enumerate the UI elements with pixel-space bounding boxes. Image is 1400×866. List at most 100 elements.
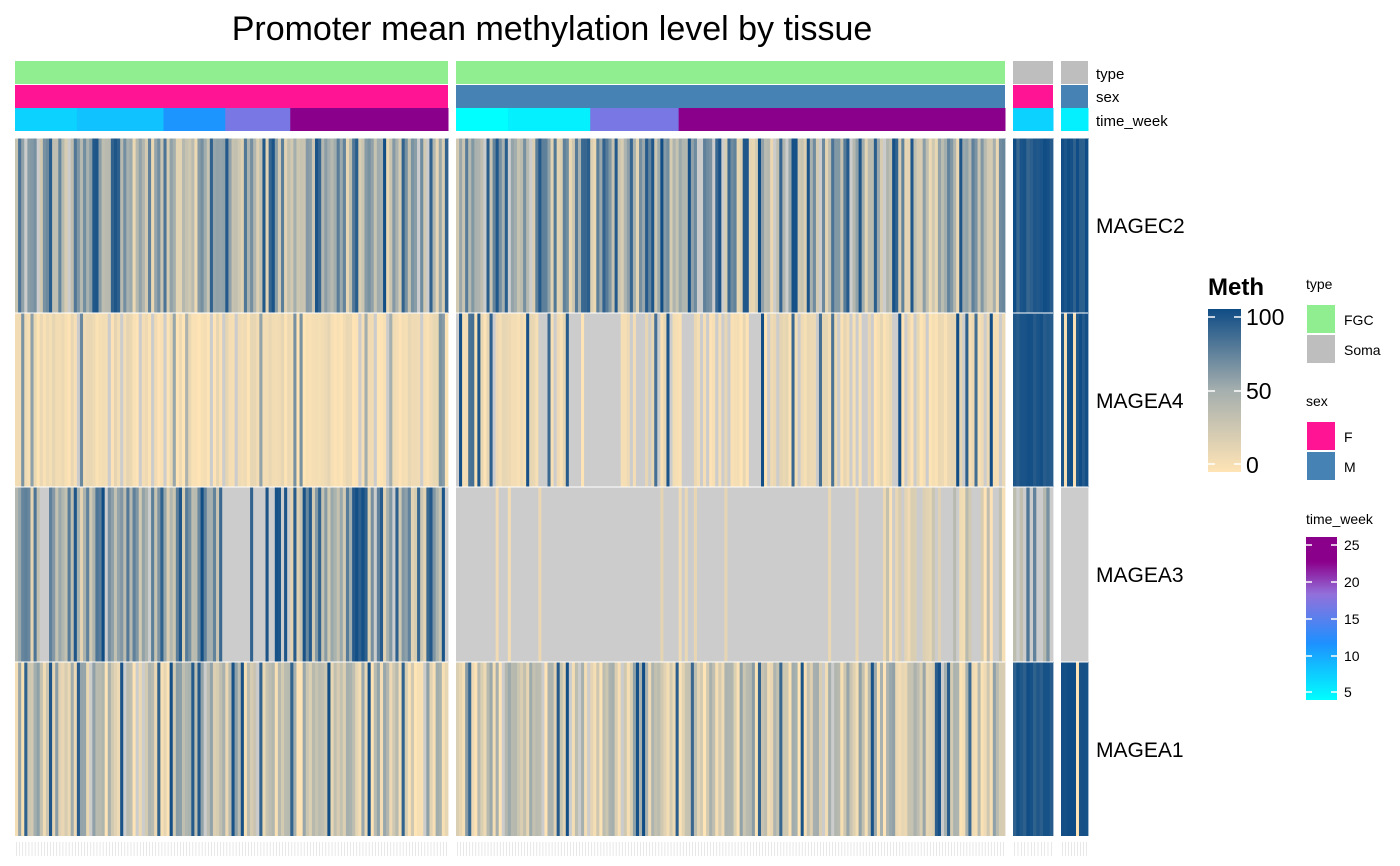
heatmap-cell xyxy=(330,487,334,662)
heatmap-cell xyxy=(507,313,512,487)
heatmap-cell xyxy=(544,662,548,836)
heatmap-cell xyxy=(526,313,530,487)
heatmap-cell xyxy=(843,313,847,487)
heatmap-cell xyxy=(182,662,186,836)
heatmap-cell xyxy=(632,487,637,662)
heatmap-cell xyxy=(438,313,443,487)
type-legend-swatch-soma xyxy=(1307,335,1335,363)
heatmap-cell xyxy=(417,487,421,662)
heatmap-cell xyxy=(517,313,521,487)
heatmap-cell xyxy=(1076,487,1080,662)
heatmap-cell xyxy=(968,138,972,313)
heatmap-cell xyxy=(672,662,676,836)
heatmap-cell xyxy=(358,662,362,836)
heatmap-cell xyxy=(739,487,744,662)
heatmap-cell xyxy=(922,487,927,662)
heatmap-cell xyxy=(86,313,90,487)
heatmap-cell xyxy=(559,662,564,836)
heatmap-cell xyxy=(562,313,567,487)
heatmap-cell xyxy=(259,487,263,662)
heatmap-cell xyxy=(438,662,443,836)
heatmap-cell xyxy=(185,487,189,662)
heatmap-cell xyxy=(681,487,686,662)
heatmap-cell xyxy=(852,662,856,836)
heatmap-cell xyxy=(42,313,47,487)
heatmap-cell xyxy=(517,662,521,836)
heatmap-cell xyxy=(602,313,606,487)
heatmap-cell xyxy=(178,662,183,836)
heatmap-cell xyxy=(228,487,232,662)
heatmap-cell xyxy=(477,487,481,662)
annotation-type-bar xyxy=(456,61,1005,84)
heatmap-cell xyxy=(556,313,561,487)
heatmap-cell xyxy=(590,138,594,313)
heatmap-cell xyxy=(1070,313,1074,487)
heatmap-cell xyxy=(389,662,393,836)
heatmap-cell xyxy=(352,487,356,662)
heatmap-cell xyxy=(587,487,591,662)
heatmap-cell xyxy=(571,487,576,662)
heatmap-cell xyxy=(441,313,446,487)
heatmap-cell xyxy=(727,487,731,662)
heatmap-cell xyxy=(632,138,637,313)
heatmap-cell xyxy=(18,662,22,836)
annotation-time-week-segment xyxy=(163,108,226,131)
heatmap-cell xyxy=(773,487,777,662)
heatmap-cell xyxy=(1046,313,1051,487)
heatmap-cell xyxy=(794,313,798,487)
heatmap-cell xyxy=(617,662,622,836)
heatmap-cell xyxy=(825,487,829,662)
heatmap-cell xyxy=(231,313,235,487)
heatmap-cell xyxy=(256,487,260,662)
heatmap-cell xyxy=(435,313,440,487)
heatmap-cell xyxy=(330,138,334,313)
heatmap-cell xyxy=(117,662,121,836)
heatmap-cell xyxy=(593,487,597,662)
annotation-time-week-segment xyxy=(1061,108,1089,131)
heatmap-cell xyxy=(840,662,844,836)
heatmap-cell xyxy=(700,313,704,487)
heatmap-cell xyxy=(825,313,829,487)
heatmap-cell xyxy=(203,487,208,662)
heatmap-cell xyxy=(79,662,84,836)
heatmap-cell xyxy=(523,487,527,662)
heatmap-cell xyxy=(486,662,490,836)
heatmap-cell xyxy=(934,662,939,836)
heatmap-cell xyxy=(271,662,276,836)
heatmap-cell xyxy=(219,662,223,836)
heatmap-cell xyxy=(489,662,493,836)
row-label-magea1: MAGEA1 xyxy=(1096,739,1184,762)
heatmap-cell xyxy=(441,662,446,836)
heatmap-cell xyxy=(809,662,814,836)
heatmap-cell xyxy=(113,662,118,836)
heatmap-cell xyxy=(373,487,378,662)
heatmap-cell xyxy=(736,487,741,662)
heatmap-cell xyxy=(1043,662,1047,836)
heatmap-cell xyxy=(1026,662,1031,836)
heatmap-cell xyxy=(1085,313,1089,487)
heatmap-cell xyxy=(608,487,612,662)
heatmap-cell xyxy=(361,138,365,313)
heatmap-cell xyxy=(135,313,140,487)
heatmap-cell xyxy=(507,662,512,836)
heatmap-cell xyxy=(815,487,820,662)
heatmap-cell xyxy=(980,313,985,487)
heatmap-cell xyxy=(892,138,896,313)
heatmap-cell xyxy=(596,487,600,662)
heatmap-cell xyxy=(1016,138,1021,313)
heatmap-cell xyxy=(144,487,149,662)
heatmap-cell xyxy=(913,138,917,313)
heatmap-cell xyxy=(361,662,365,836)
heatmap-cell xyxy=(483,662,487,836)
heatmap-cell xyxy=(163,662,167,836)
heatmap-cell xyxy=(547,487,551,662)
heatmap-cell xyxy=(919,662,924,836)
heatmap-cell xyxy=(284,487,288,662)
heatmap-cell xyxy=(209,487,214,662)
heatmap-cell xyxy=(413,487,418,662)
heatmap-cell xyxy=(709,662,713,836)
type-legend-swatch-fgc xyxy=(1307,305,1335,333)
heatmap-cell xyxy=(931,138,936,313)
heatmap-cell xyxy=(83,662,87,836)
heatmap-cell xyxy=(812,313,817,487)
